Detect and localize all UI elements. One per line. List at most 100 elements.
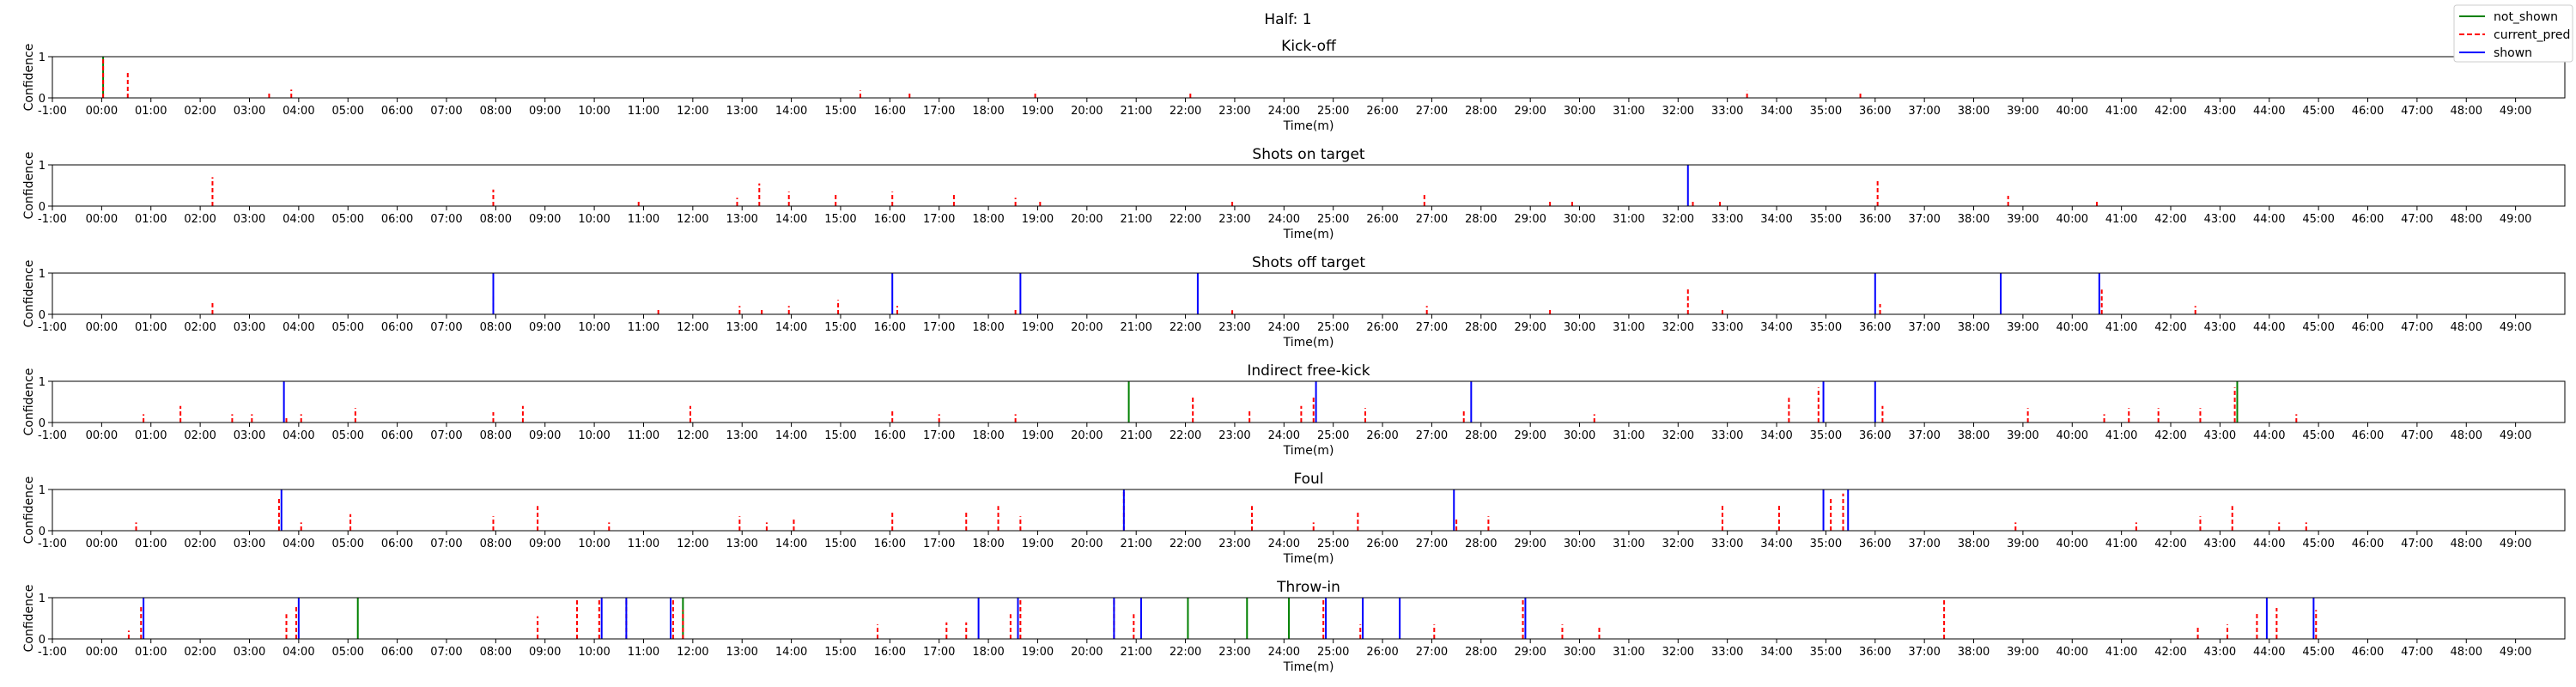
xtick-label: 18:00 [972, 538, 1004, 550]
xtick-label: 26:00 [1366, 646, 1398, 659]
xtick-label: 46:00 [2352, 538, 2384, 550]
y-axis-label: Confidence [22, 44, 36, 112]
xtick-label: 23:00 [1218, 321, 1250, 334]
xtick-label: 10:00 [578, 213, 610, 226]
xtick-label: 49:00 [2500, 321, 2531, 334]
xtick-label: 23:00 [1218, 105, 1250, 118]
xtick-label: 48:00 [2451, 538, 2482, 550]
xtick-label: 41:00 [2105, 646, 2137, 659]
xtick-label: 46:00 [2352, 646, 2384, 659]
xtick-label: 42:00 [2154, 105, 2186, 118]
xtick-label: 39:00 [2007, 646, 2038, 659]
ytick-label: 1 [39, 593, 46, 605]
xtick-label: 39:00 [2007, 321, 2038, 334]
xtick-label: 09:00 [529, 429, 561, 442]
xtick-label: 45:00 [2302, 538, 2334, 550]
y-axis-label: Confidence [22, 477, 36, 544]
xtick-label: 34:00 [1760, 105, 1792, 118]
xtick-label: 24:00 [1268, 105, 1300, 118]
xtick-label: 09:00 [529, 213, 561, 226]
xtick-label: 18:00 [972, 105, 1004, 118]
xtick-label: 44:00 [2253, 105, 2285, 118]
y-axis-label: Confidence [22, 585, 36, 653]
xtick-label: 37:00 [1908, 213, 1940, 226]
xtick-label: 44:00 [2253, 646, 2285, 659]
xtick-label: 34:00 [1760, 321, 1792, 334]
xtick-label: 13:00 [726, 213, 757, 226]
xtick-label: 25:00 [1317, 105, 1349, 118]
xtick-label: 48:00 [2451, 321, 2482, 334]
xtick-label: 19:00 [1022, 105, 1054, 118]
xtick-label: 08:00 [480, 538, 512, 550]
xtick-label: 43:00 [2204, 429, 2236, 442]
xtick-label: 07:00 [430, 105, 462, 118]
xtick-label: 10:00 [578, 538, 610, 550]
xtick-label: 48:00 [2451, 646, 2482, 659]
xtick-label: 21:00 [1120, 213, 1151, 226]
xtick-label: 37:00 [1908, 429, 1940, 442]
xtick-label: 09:00 [529, 646, 561, 659]
xtick-label: 13:00 [726, 429, 757, 442]
xtick-label: 14:00 [775, 429, 807, 442]
xtick-label: 23:00 [1218, 429, 1250, 442]
xtick-label: 44:00 [2253, 538, 2285, 550]
xtick-label: 13:00 [726, 105, 757, 118]
xtick-label: 39:00 [2007, 105, 2038, 118]
xtick-label: 12:00 [677, 213, 708, 226]
xtick-label: 05:00 [332, 105, 364, 118]
xtick-label: 28:00 [1465, 646, 1497, 659]
xtick-label: -1:00 [38, 321, 67, 334]
xtick-label: 30:00 [1564, 213, 1595, 226]
xtick-label: 34:00 [1760, 213, 1792, 226]
xtick-label: 49:00 [2500, 213, 2531, 226]
legend: not_shown current_pred shown [2453, 4, 2573, 63]
xtick-label: 04:00 [283, 646, 314, 659]
xtick-label: 47:00 [2401, 429, 2433, 442]
xtick-label: 16:00 [874, 538, 906, 550]
xtick-label: 44:00 [2253, 213, 2285, 226]
xtick-label: 10:00 [578, 646, 610, 659]
xtick-label: 30:00 [1564, 105, 1595, 118]
xtick-label: 00:00 [86, 538, 118, 550]
legend-label-not-shown: not_shown [2494, 10, 2558, 24]
xtick-label: 19:00 [1022, 213, 1054, 226]
subplot-title: Shots on target [1252, 146, 1364, 163]
xtick-label: 35:00 [1810, 321, 1842, 334]
xtick-label: 01:00 [135, 213, 167, 226]
xtick-label: 32:00 [1662, 429, 1694, 442]
xtick-label: 08:00 [480, 213, 512, 226]
xtick-label: 29:00 [1514, 105, 1546, 118]
xtick-label: 37:00 [1908, 105, 1940, 118]
xtick-label: 49:00 [2500, 105, 2531, 118]
xtick-label: 00:00 [86, 213, 118, 226]
x-axis-label: Time(m) [1283, 119, 1334, 133]
xtick-label: 33:00 [1711, 646, 1743, 659]
xtick-label: 39:00 [2007, 538, 2038, 550]
xtick-label: 20:00 [1071, 105, 1103, 118]
xtick-label: 03:00 [234, 429, 265, 442]
xtick-label: 45:00 [2302, 321, 2334, 334]
xtick-label: 15:00 [824, 538, 856, 550]
xtick-label: 11:00 [628, 321, 659, 334]
xtick-label: 27:00 [1416, 321, 1448, 334]
xtick-label: 12:00 [677, 321, 708, 334]
xtick-label: 07:00 [430, 213, 462, 226]
xtick-label: 18:00 [972, 321, 1004, 334]
xtick-label: 28:00 [1465, 213, 1497, 226]
xtick-label: 30:00 [1564, 538, 1595, 550]
xtick-label: 32:00 [1662, 538, 1694, 550]
xtick-label: 41:00 [2105, 105, 2137, 118]
xtick-label: 30:00 [1564, 646, 1595, 659]
xtick-label: 40:00 [2057, 213, 2088, 226]
xtick-label: 03:00 [234, 646, 265, 659]
xtick-label: 45:00 [2302, 429, 2334, 442]
xtick-label: 24:00 [1268, 538, 1300, 550]
subplot-title: Foul [1293, 471, 1323, 488]
xtick-label: 10:00 [578, 429, 610, 442]
xtick-label: 33:00 [1711, 321, 1743, 334]
xtick-label: 49:00 [2500, 646, 2531, 659]
xtick-label: 05:00 [332, 213, 364, 226]
xtick-label: 19:00 [1022, 646, 1054, 659]
